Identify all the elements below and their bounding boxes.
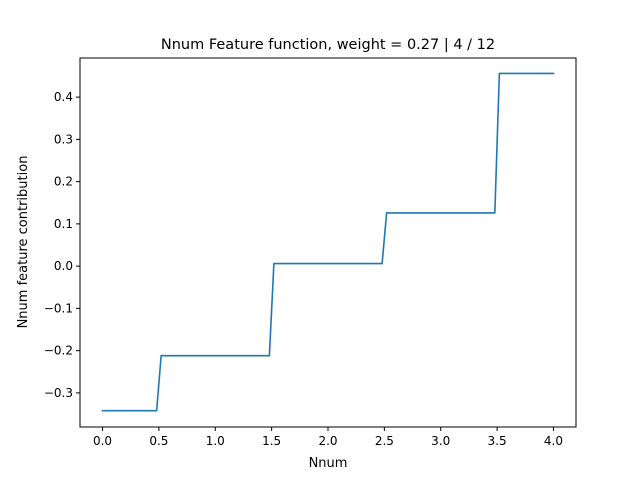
y-tick-label: −0.2	[44, 344, 73, 358]
ticks-layer: 0.0 0.5 1.0 1.5 2.0 2.5 3.0 3.5 4.0 −0.3 −0.2 −0.1 0…	[44, 90, 563, 448]
x-axis-label: Nnum	[309, 456, 348, 471]
chart-title: Nnum Feature function, weight = 0.27 | 4…	[161, 37, 495, 53]
y-tick-label: 0.3	[54, 132, 73, 146]
x-tick-label: 1.0	[206, 434, 225, 448]
series-line-0	[101, 72, 555, 412]
x-tick-label: 1.5	[262, 434, 281, 448]
y-tick-label: −0.1	[44, 301, 73, 315]
x-tick-label: 3.0	[431, 434, 450, 448]
y-tick-label: 0.0	[54, 259, 73, 273]
y-tick-label: 0.2	[54, 175, 73, 189]
y-tick-label: 0.4	[54, 90, 73, 104]
x-tick-label: 0.5	[149, 434, 168, 448]
x-tick-label: 2.0	[318, 434, 337, 448]
x-tick-label: 4.0	[544, 434, 563, 448]
x-tick-label: 0.0	[93, 434, 112, 448]
y-tick-label: 0.1	[54, 217, 73, 231]
x-tick-label: 3.5	[488, 434, 507, 448]
plot-layer	[101, 72, 555, 412]
y-tick-label: −0.3	[44, 386, 73, 400]
x-tick-label: 2.5	[375, 434, 394, 448]
y-axis-label: Nnum feature contribution	[16, 156, 31, 329]
